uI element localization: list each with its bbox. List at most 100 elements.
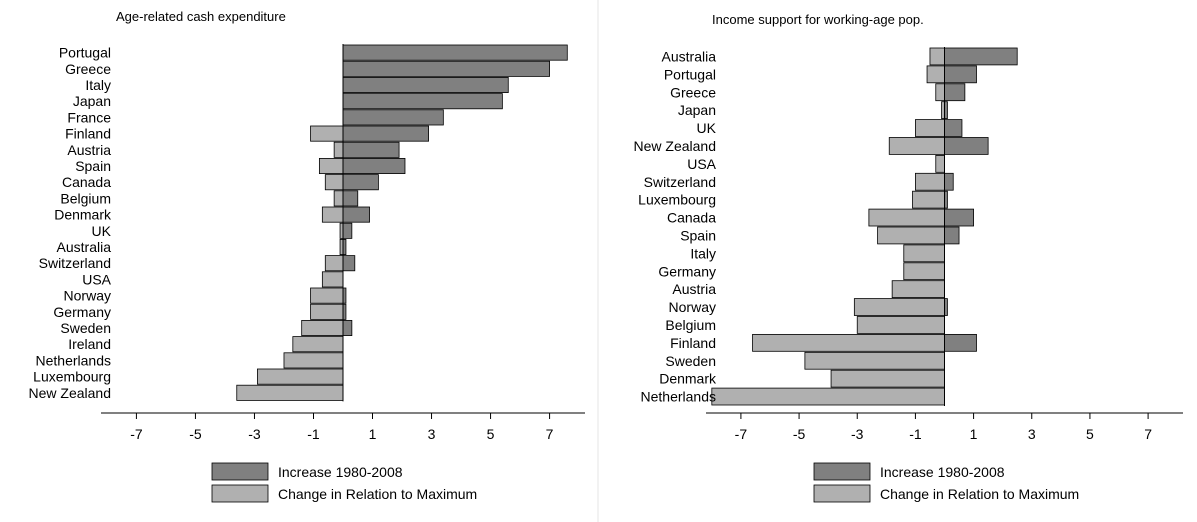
- category-label: Luxembourg: [638, 192, 716, 208]
- bar-change-austria: [891, 280, 945, 299]
- bar-change-switzerland: [324, 255, 344, 272]
- category-label: Luxembourg: [33, 369, 111, 385]
- category-label: New Zealand: [634, 138, 717, 154]
- bar-increase-canada: [342, 174, 379, 191]
- category-label: Belgium: [665, 317, 716, 333]
- x-tick-label: 5: [487, 426, 495, 442]
- bar-increase-finland: [944, 333, 977, 352]
- bar-increase-new-zealand: [944, 137, 989, 155]
- category-label: Netherlands: [36, 352, 112, 368]
- bar-increase-switzerland: [944, 172, 954, 191]
- category-label: Spain: [680, 227, 716, 243]
- category-label: UK: [92, 223, 112, 239]
- bar-increase-france: [342, 109, 444, 126]
- bar-change-switzerland: [915, 172, 945, 191]
- category-label: New Zealand: [29, 385, 112, 401]
- x-tick-label: 7: [546, 426, 554, 442]
- category-label: Sweden: [60, 320, 111, 336]
- category-label: Denmark: [659, 371, 717, 387]
- bar-increase-denmark: [342, 206, 370, 223]
- bar-change-canada: [324, 174, 344, 191]
- category-label: Germany: [658, 263, 716, 279]
- category-label: Portugal: [59, 45, 111, 61]
- legend-label: Change in Relation to Maximum: [278, 486, 477, 502]
- bar-change-greece: [935, 83, 945, 102]
- bar-increase-japan: [342, 93, 503, 110]
- x-tick-label: -1: [307, 426, 320, 442]
- bar-increase-uk: [342, 222, 353, 239]
- x-tick-label: 1: [369, 426, 377, 442]
- x-tick-label: 3: [1028, 426, 1036, 442]
- bar-increase-belgium: [342, 190, 359, 207]
- bar-change-finland: [752, 333, 945, 352]
- category-label: Denmark: [54, 207, 112, 223]
- bar-change-usa: [935, 154, 945, 173]
- bar-change-belgium: [856, 316, 945, 334]
- bar-change-belgium: [333, 190, 344, 207]
- legend-label: Change in Relation to Maximum: [880, 486, 1079, 502]
- category-label: Austria: [672, 281, 716, 297]
- bar-change-new-zealand: [888, 137, 945, 155]
- category-label: Greece: [670, 84, 716, 100]
- bar-increase-sweden: [342, 319, 353, 336]
- bar-change-netherlands: [283, 352, 344, 369]
- category-label: Greece: [65, 61, 111, 77]
- x-tick-label: 3: [428, 426, 436, 442]
- bar-change-portugal: [926, 65, 945, 84]
- bar-increase-portugal: [342, 44, 568, 61]
- category-label: Canada: [62, 174, 111, 190]
- chart-title: Age-related cash expenditure: [116, 9, 286, 24]
- bar-change-denmark: [321, 206, 344, 223]
- bar-increase-greece: [944, 83, 966, 102]
- bar-change-sweden: [301, 319, 344, 336]
- x-tick-label: -3: [851, 426, 864, 442]
- bar-increase-canada: [944, 208, 974, 227]
- x-tick-label: -1: [909, 426, 922, 442]
- legend-label: Increase 1980-2008: [278, 464, 403, 480]
- bar-increase-uk: [944, 119, 963, 137]
- category-label: Japan: [73, 93, 111, 109]
- bar-increase-spain: [944, 226, 960, 245]
- bar-change-australia: [929, 47, 945, 66]
- x-tick-label: -7: [130, 426, 143, 442]
- category-label: Sweden: [665, 353, 716, 369]
- bar-change-luxembourg: [257, 368, 344, 385]
- category-label: Norway: [669, 299, 716, 315]
- bar-increase-australia: [944, 47, 1018, 66]
- category-label: Italy: [85, 77, 111, 93]
- bar-change-germany: [903, 262, 945, 281]
- category-label: Spain: [75, 158, 111, 174]
- bar-increase-austria: [342, 141, 400, 158]
- category-label: Australia: [662, 48, 717, 64]
- bar-increase-spain: [342, 157, 406, 174]
- bar-change-norway: [853, 298, 945, 316]
- category-label: Austria: [67, 142, 111, 158]
- legend-swatch: [813, 484, 871, 503]
- bar-increase-italy: [342, 77, 509, 94]
- x-tick-label: -3: [248, 426, 261, 442]
- category-label: Canada: [667, 210, 716, 226]
- bar-change-spain: [318, 157, 344, 174]
- category-label: Ireland: [68, 336, 111, 352]
- chart-title: Income support for working-age pop.: [712, 12, 924, 27]
- bar-change-italy: [903, 244, 945, 263]
- bar-increase-finland: [342, 125, 429, 142]
- bar-change-usa: [321, 271, 344, 288]
- legend-swatch: [211, 484, 269, 503]
- category-label: Netherlands: [641, 389, 717, 405]
- category-label: Belgium: [60, 190, 111, 206]
- category-label: Norway: [64, 288, 111, 304]
- bar-change-spain: [877, 226, 945, 245]
- bar-change-germany: [310, 303, 344, 320]
- legend-label: Increase 1980-2008: [880, 464, 1005, 480]
- x-tick-label: 1: [970, 426, 978, 442]
- category-label: Switzerland: [39, 255, 111, 271]
- chart-panel-income-support: Income support for working-age pop. Austr…: [634, 12, 1183, 503]
- x-tick-label: -5: [793, 426, 806, 442]
- category-label: USA: [687, 156, 716, 172]
- bar-change-uk: [915, 119, 945, 137]
- category-label: Switzerland: [644, 174, 716, 190]
- x-tick-label: -7: [735, 426, 748, 442]
- bar-change-denmark: [830, 369, 945, 388]
